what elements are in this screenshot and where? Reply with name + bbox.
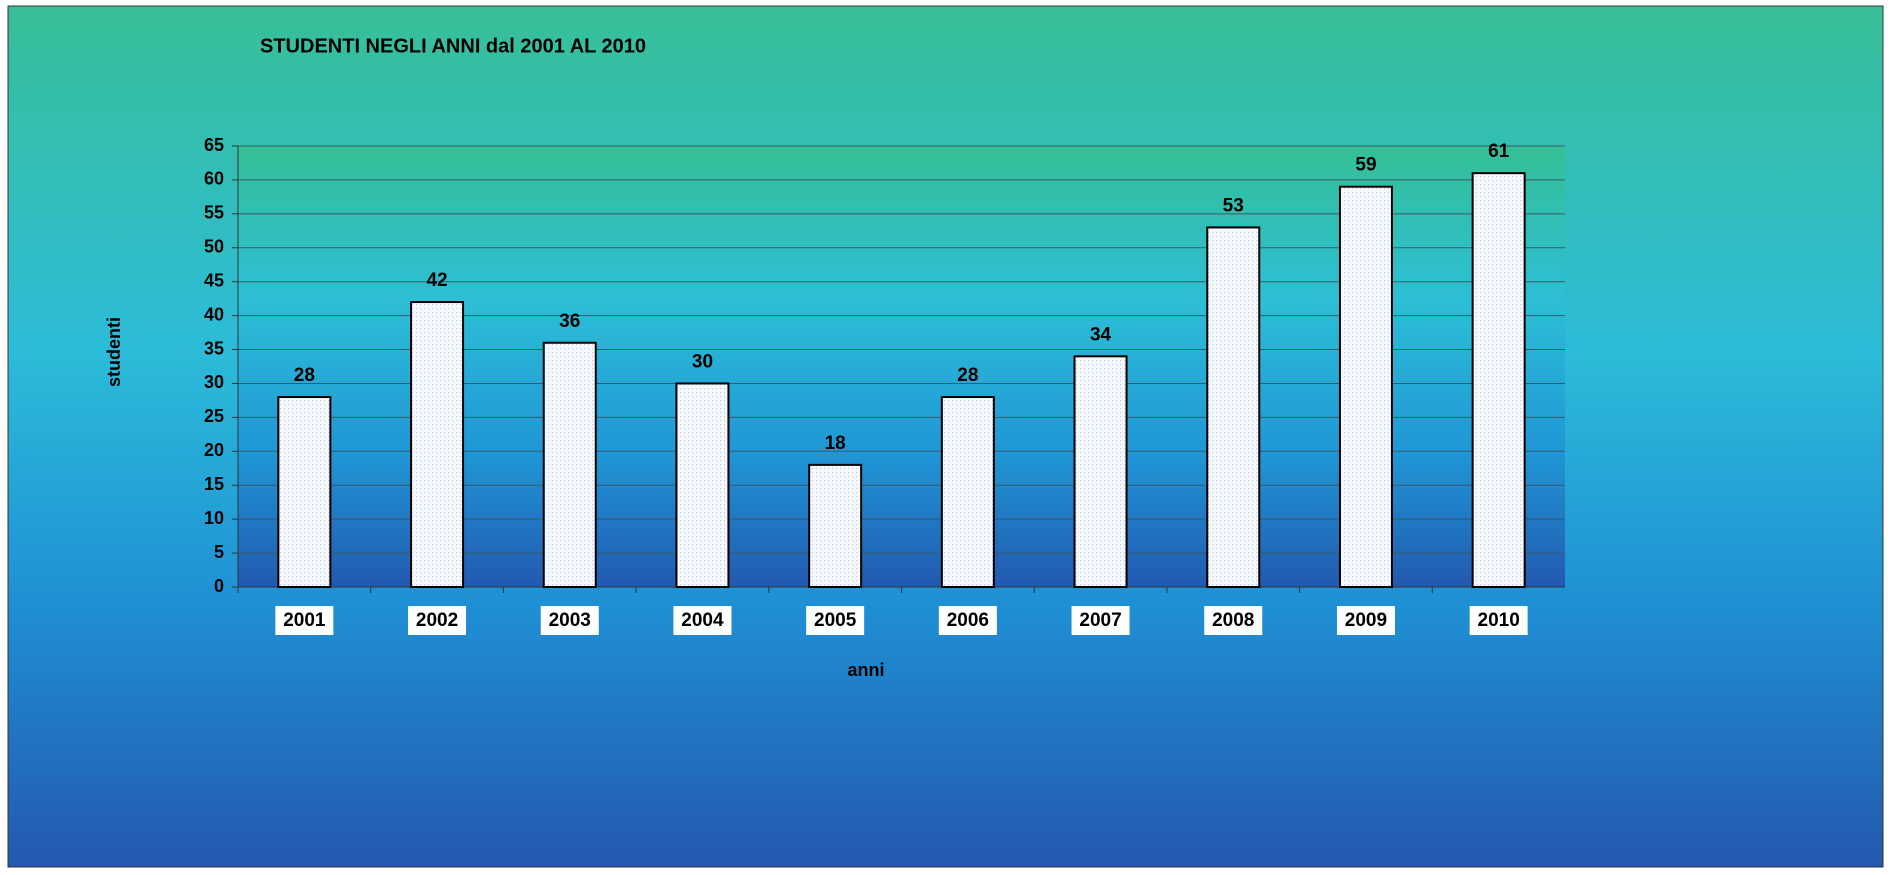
x-tick-label: 2008 — [1212, 610, 1254, 631]
y-tick-label: 25 — [204, 406, 224, 426]
x-tick-box — [1204, 606, 1263, 635]
y-tick-label: 30 — [204, 372, 224, 392]
x-tick-box — [938, 606, 997, 635]
x-tick-box — [806, 606, 865, 635]
y-axis-label: studenti — [104, 317, 124, 387]
y-tick-label: 55 — [204, 203, 224, 223]
x-tick-label: 2005 — [814, 610, 857, 631]
y-tick-label: 40 — [204, 304, 224, 324]
bar — [1471, 172, 1526, 588]
x-tick-box — [1071, 606, 1130, 635]
bar — [1073, 355, 1128, 589]
y-tick-label: 5 — [214, 542, 224, 562]
y-tick-label: 35 — [204, 338, 224, 358]
x-tick-label: 2006 — [947, 610, 989, 631]
x-tick-box — [540, 606, 599, 635]
bar — [277, 396, 332, 588]
y-tick-label: 10 — [204, 508, 224, 528]
value-label: 18 — [825, 433, 846, 454]
y-tick-label: 65 — [204, 135, 224, 155]
x-tick-label: 2009 — [1345, 610, 1387, 631]
bar — [675, 382, 730, 589]
value-label: 36 — [559, 311, 580, 332]
x-tick-label: 2002 — [416, 610, 458, 631]
x-tick-box — [1336, 606, 1395, 635]
value-label: 42 — [426, 270, 447, 291]
y-tick-label: 60 — [204, 169, 224, 189]
value-label: 61 — [1488, 141, 1510, 162]
x-tick-box — [275, 606, 334, 635]
x-tick-label: 2001 — [283, 610, 326, 631]
value-label: 30 — [692, 351, 713, 372]
value-label: 34 — [1090, 324, 1112, 345]
bar — [808, 463, 863, 588]
bar — [410, 301, 465, 588]
x-tick-label: 2003 — [549, 610, 591, 631]
bar — [1338, 185, 1393, 588]
x-tick-label: 2010 — [1478, 610, 1520, 631]
x-tick-label: 2004 — [681, 610, 724, 631]
x-tick-box — [408, 606, 467, 635]
bar — [940, 396, 995, 588]
value-label: 53 — [1223, 195, 1244, 216]
y-tick-label: 0 — [214, 576, 224, 596]
bar — [542, 341, 597, 588]
bar — [1206, 226, 1261, 589]
x-tick-box — [1469, 606, 1528, 635]
chart-title: STUDENTI NEGLI ANNI dal 2001 AL 2010 — [260, 35, 646, 57]
value-label: 59 — [1355, 155, 1376, 176]
y-tick-label: 15 — [204, 474, 224, 494]
y-tick-label: 20 — [204, 440, 224, 460]
x-tick-label: 2007 — [1079, 610, 1121, 631]
value-label: 28 — [294, 365, 315, 386]
x-tick-box — [673, 606, 732, 635]
y-tick-label: 50 — [204, 237, 224, 257]
value-label: 28 — [957, 365, 978, 386]
y-tick-label: 45 — [204, 270, 224, 290]
x-axis-label: anni — [847, 660, 884, 680]
